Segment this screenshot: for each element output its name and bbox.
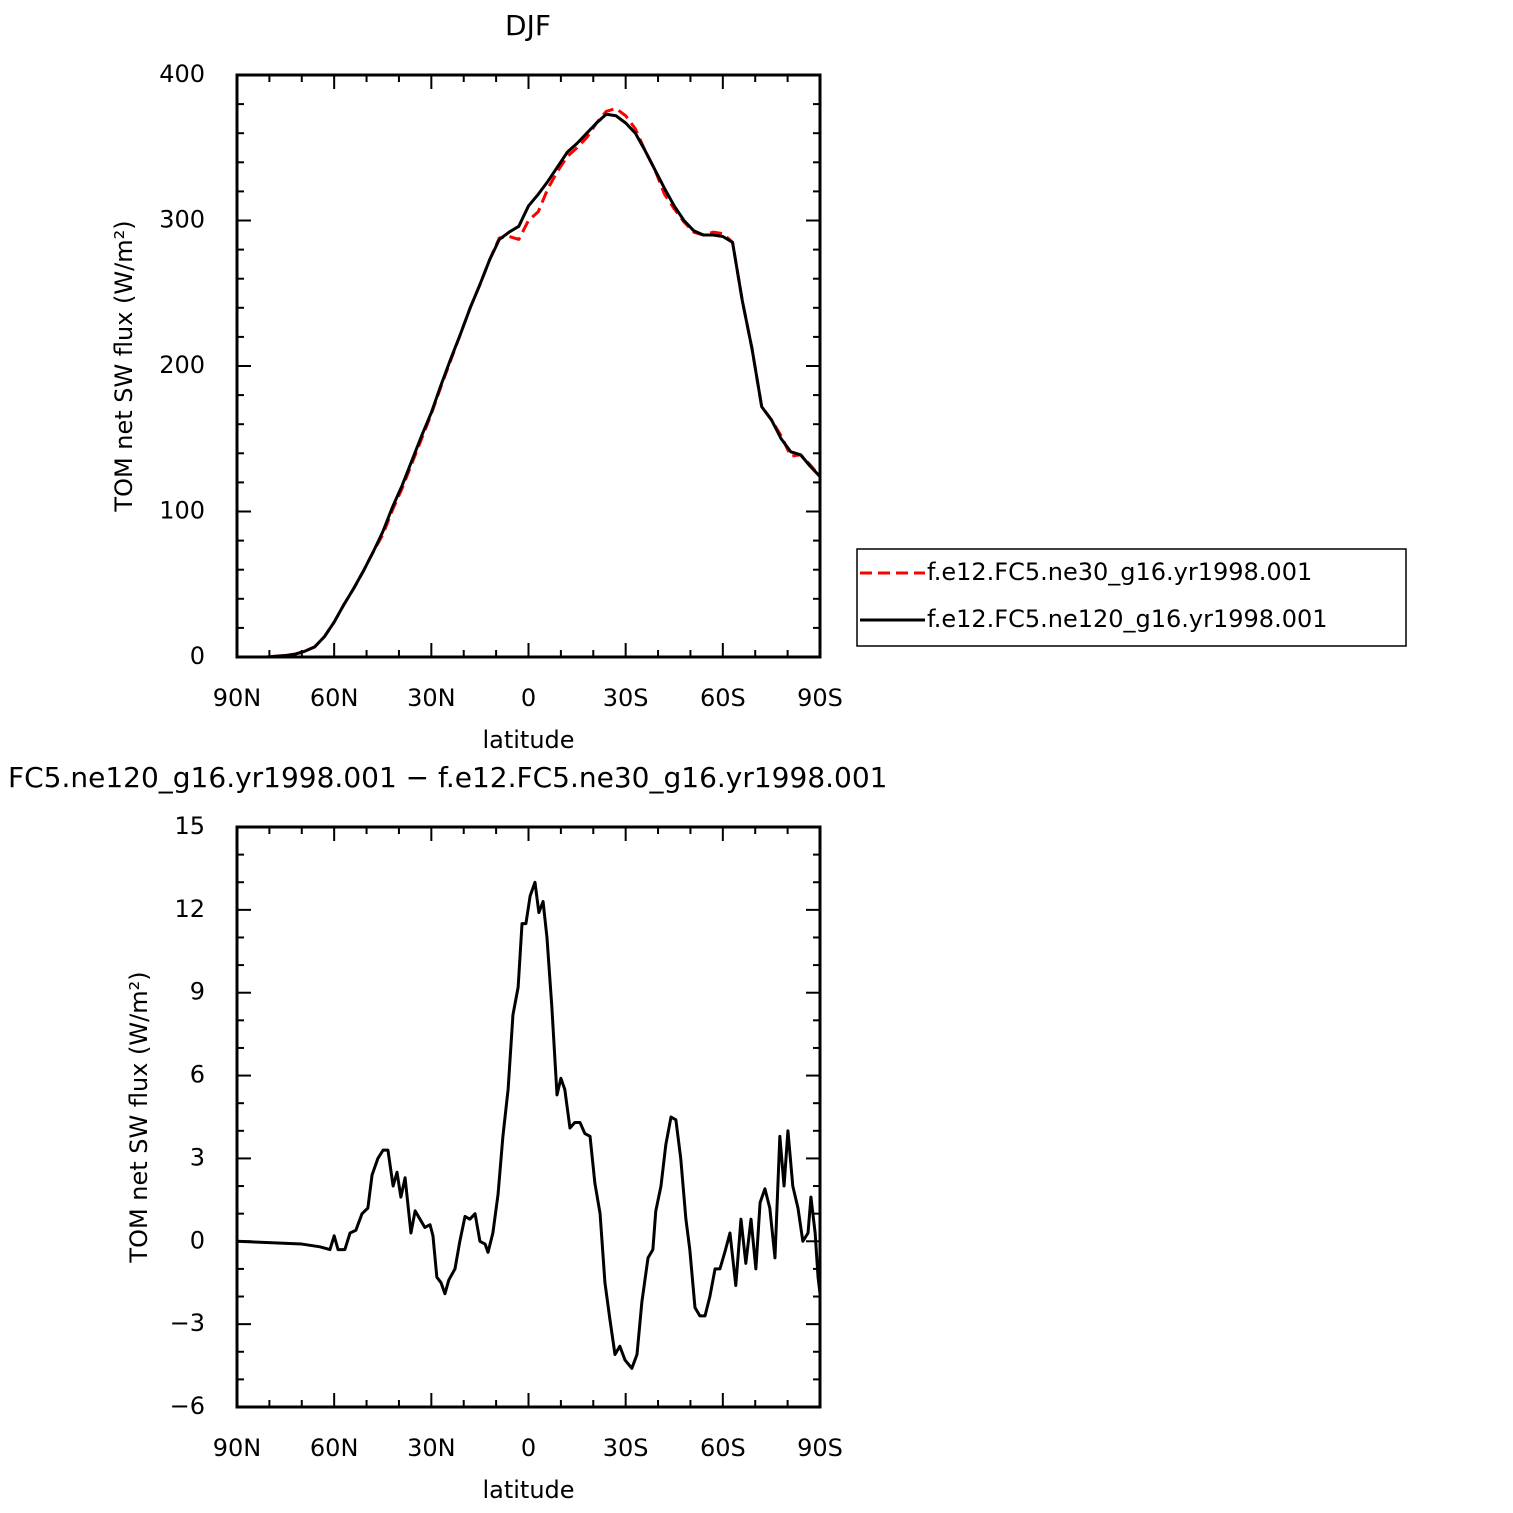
x-tick-label: 90N (213, 684, 262, 712)
y-tick-label: 100 (159, 497, 205, 525)
x-axis-label: latitude (482, 726, 574, 754)
y-tick-label: 0 (190, 642, 205, 670)
x-tick-label: 0 (521, 684, 536, 712)
y-tick-label: 15 (174, 812, 205, 840)
y-tick-label: −3 (170, 1309, 205, 1337)
y-tick-label: −6 (170, 1392, 205, 1420)
data-line (237, 106, 822, 659)
plot-frame (235, 73, 822, 659)
legend-label: f.e12.FC5.ne120_g16.yr1998.001 (927, 605, 1328, 633)
chart-title: DJF (505, 9, 551, 42)
data-line (236, 880, 822, 1370)
x-tick-label: 60S (700, 1434, 746, 1462)
chart-title: FC5.ne120_g16.yr1998.001 − f.e12.FC5.ne3… (8, 761, 887, 794)
y-tick-label: 0 (190, 1226, 205, 1254)
y-tick-label: 300 (159, 206, 205, 234)
legend-label: f.e12.FC5.ne30_g16.yr1998.001 (927, 558, 1312, 586)
x-tick-label: 30N (407, 684, 456, 712)
data-line (237, 112, 822, 659)
x-tick-label: 60N (310, 684, 359, 712)
x-tick-label: 90N (213, 1434, 262, 1462)
x-tick-label: 60N (310, 1434, 359, 1462)
y-tick-label: 200 (159, 351, 205, 379)
x-tick-label: 60S (700, 684, 746, 712)
x-tick-label: 30S (603, 684, 649, 712)
x-tick-label: 90S (797, 1434, 843, 1462)
y-axis-label: TOM net SW flux (W/m²) (110, 220, 138, 512)
x-tick-label: 90S (797, 684, 843, 712)
x-tick-label: 30N (407, 1434, 456, 1462)
x-tick-label: 0 (521, 1434, 536, 1462)
y-tick-label: 3 (190, 1143, 205, 1171)
y-tick-label: 400 (159, 60, 205, 88)
x-tick-label: 30S (603, 1434, 649, 1462)
legend-box (856, 548, 1407, 647)
y-tick-label: 12 (174, 895, 205, 923)
y-tick-label: 6 (190, 1061, 205, 1089)
y-tick-label: 9 (190, 978, 205, 1006)
x-axis-label: latitude (482, 1476, 574, 1504)
y-axis-label: TOM net SW flux (W/m²) (125, 971, 153, 1263)
